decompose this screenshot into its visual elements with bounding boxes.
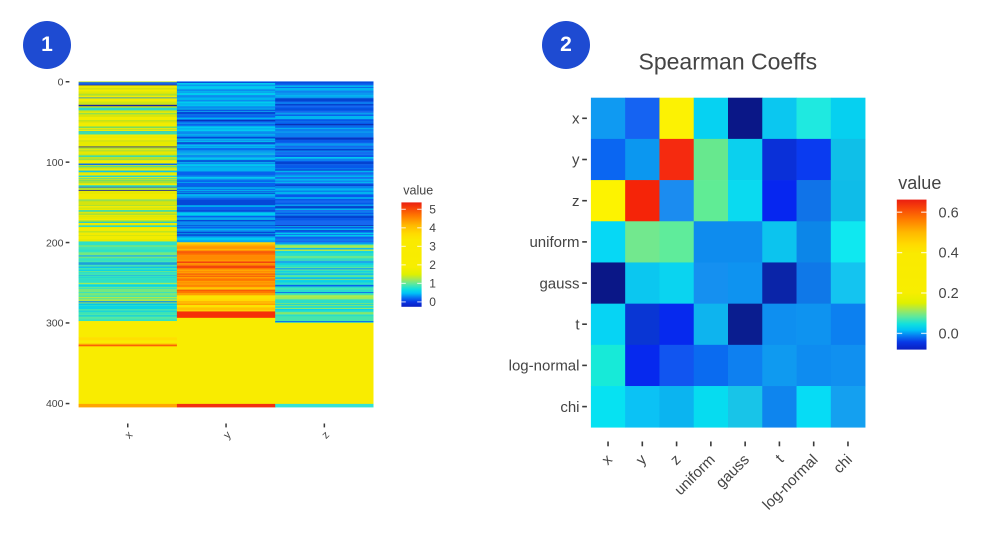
svg-text:gauss: gauss bbox=[539, 275, 579, 292]
svg-text:Spearman Coeffs: Spearman Coeffs bbox=[639, 49, 818, 75]
svg-text:y: y bbox=[572, 152, 580, 169]
svg-text:y: y bbox=[633, 451, 651, 469]
svg-text:x: x bbox=[572, 111, 580, 128]
svg-text:x: x bbox=[599, 451, 617, 469]
svg-text:chi: chi bbox=[560, 399, 579, 416]
svg-text:log-normal: log-normal bbox=[509, 358, 580, 375]
svg-text:0: 0 bbox=[58, 77, 64, 89]
svg-text:0.0: 0.0 bbox=[939, 327, 959, 343]
svg-text:200: 200 bbox=[46, 237, 64, 249]
svg-text:5: 5 bbox=[429, 203, 436, 217]
svg-text:z: z bbox=[572, 193, 580, 210]
svg-text:0: 0 bbox=[429, 295, 436, 309]
svg-text:0.2: 0.2 bbox=[939, 286, 959, 302]
svg-text:t: t bbox=[575, 316, 580, 333]
svg-text:uniform: uniform bbox=[529, 234, 579, 251]
svg-text:300: 300 bbox=[46, 318, 64, 330]
svg-text:0.6: 0.6 bbox=[939, 205, 959, 221]
svg-text:z: z bbox=[320, 429, 332, 441]
svg-text:z: z bbox=[667, 451, 684, 468]
svg-text:y: y bbox=[221, 429, 234, 442]
svg-text:value: value bbox=[898, 173, 941, 193]
svg-text:log-normal: log-normal bbox=[759, 451, 821, 513]
svg-text:4: 4 bbox=[429, 221, 436, 235]
svg-text:1: 1 bbox=[429, 277, 436, 291]
svg-text:0.4: 0.4 bbox=[939, 246, 959, 262]
svg-text:2: 2 bbox=[429, 258, 436, 272]
svg-text:value: value bbox=[403, 184, 433, 198]
svg-text:chi: chi bbox=[830, 451, 856, 477]
svg-text:gauss: gauss bbox=[713, 451, 753, 491]
svg-text:100: 100 bbox=[46, 157, 64, 169]
svg-text:400: 400 bbox=[46, 398, 64, 410]
svg-text:x: x bbox=[123, 429, 136, 442]
svg-text:t: t bbox=[772, 451, 788, 467]
svg-text:3: 3 bbox=[429, 240, 436, 254]
